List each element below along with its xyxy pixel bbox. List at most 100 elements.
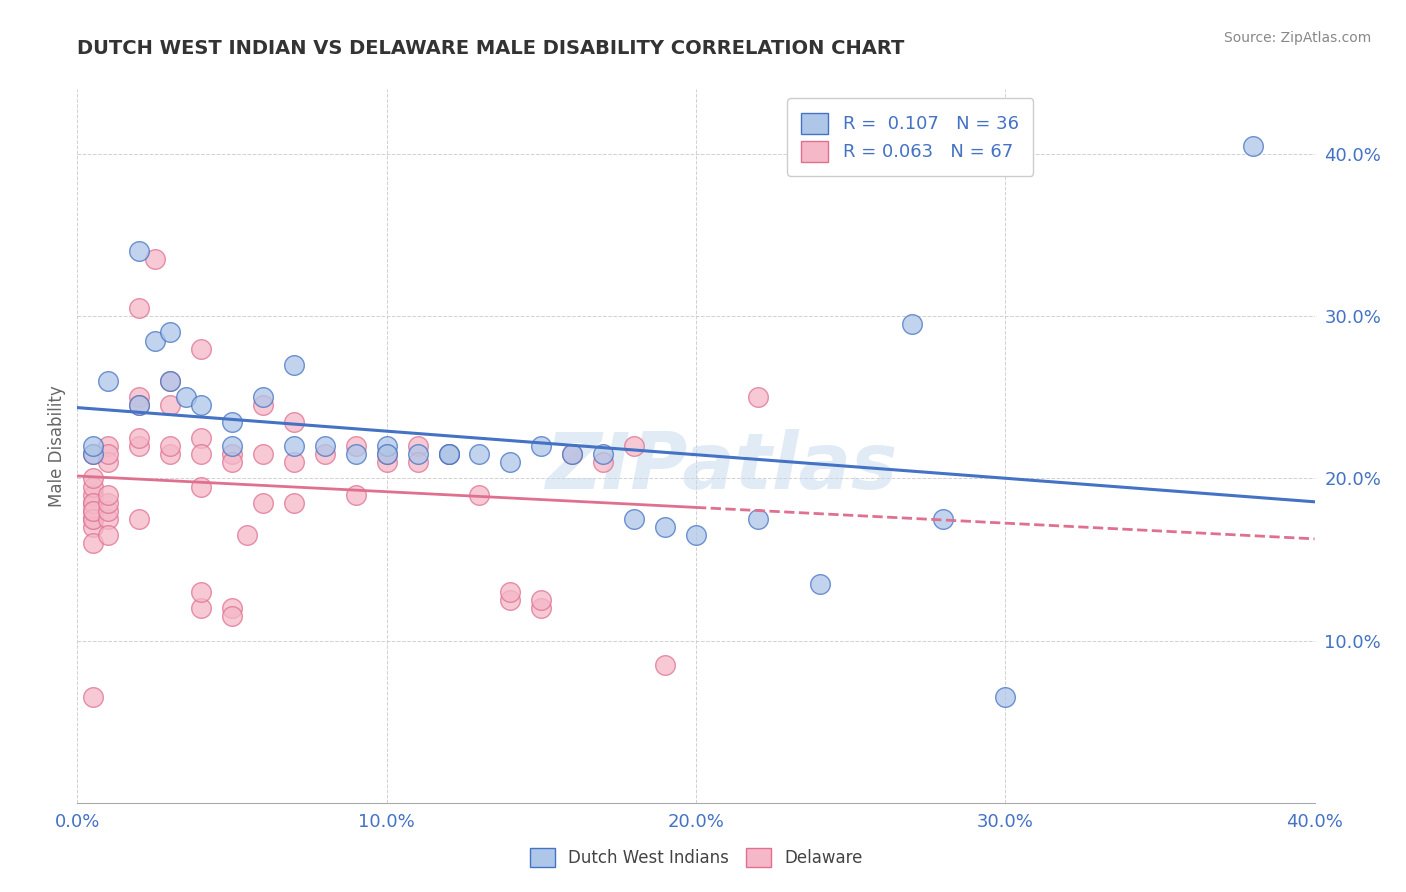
Point: [530, 439, 553, 453]
Point: [82, 536, 104, 550]
Point: [190, 399, 212, 413]
Point: [283, 415, 305, 429]
Point: [530, 601, 553, 615]
Point: [437, 447, 460, 461]
Point: [82, 496, 104, 510]
Point: [283, 496, 305, 510]
Point: [143, 252, 166, 267]
Point: [283, 439, 305, 453]
Point: [128, 244, 150, 259]
Point: [406, 447, 429, 461]
Point: [221, 609, 243, 624]
Point: [159, 439, 181, 453]
Point: [190, 479, 212, 493]
Point: [82, 512, 104, 526]
Point: [128, 439, 150, 453]
Point: [97, 374, 120, 388]
Point: [190, 431, 212, 445]
Point: [375, 455, 398, 469]
Point: [97, 504, 120, 518]
Point: [97, 496, 120, 510]
Point: [252, 399, 274, 413]
Point: [344, 439, 367, 453]
Point: [499, 455, 522, 469]
Text: ZIPatlas: ZIPatlas: [544, 429, 897, 506]
Point: [375, 447, 398, 461]
Point: [901, 318, 924, 332]
Point: [82, 504, 104, 518]
Point: [932, 512, 955, 526]
Text: Source: ZipAtlas.com: Source: ZipAtlas.com: [1223, 31, 1371, 45]
Point: [406, 455, 429, 469]
Point: [437, 447, 460, 461]
Point: [97, 488, 120, 502]
Point: [221, 415, 243, 429]
Point: [221, 455, 243, 469]
Point: [499, 585, 522, 599]
Point: [252, 447, 274, 461]
Point: [97, 439, 120, 453]
Point: [530, 593, 553, 607]
Y-axis label: Male Disability: Male Disability: [48, 385, 66, 507]
Point: [221, 601, 243, 615]
Point: [82, 520, 104, 534]
Point: [82, 488, 104, 502]
Point: [128, 431, 150, 445]
Legend: Dutch West Indians, Delaware: Dutch West Indians, Delaware: [516, 834, 876, 880]
Point: [314, 439, 336, 453]
Point: [221, 439, 243, 453]
Point: [128, 512, 150, 526]
Point: [174, 390, 197, 404]
Point: [97, 528, 120, 542]
Point: [82, 504, 104, 518]
Point: [82, 439, 104, 453]
Point: [808, 577, 831, 591]
Point: [190, 447, 212, 461]
Point: [283, 455, 305, 469]
Point: [468, 488, 491, 502]
Point: [406, 439, 429, 453]
Point: [623, 512, 645, 526]
Text: DUTCH WEST INDIAN VS DELAWARE MALE DISABILITY CORRELATION CHART: DUTCH WEST INDIAN VS DELAWARE MALE DISAB…: [77, 39, 904, 58]
Point: [97, 455, 120, 469]
Point: [159, 399, 181, 413]
Point: [82, 471, 104, 485]
Point: [236, 528, 259, 542]
Point: [128, 390, 150, 404]
Point: [344, 488, 367, 502]
Point: [128, 399, 150, 413]
Point: [190, 342, 212, 356]
Point: [252, 496, 274, 510]
Point: [97, 447, 120, 461]
Point: [561, 447, 583, 461]
Point: [375, 439, 398, 453]
Point: [375, 447, 398, 461]
Point: [128, 399, 150, 413]
Point: [97, 512, 120, 526]
Point: [82, 479, 104, 493]
Point: [252, 390, 274, 404]
Point: [344, 447, 367, 461]
Point: [468, 447, 491, 461]
Point: [82, 447, 104, 461]
Point: [190, 601, 212, 615]
Point: [190, 585, 212, 599]
Point: [592, 447, 614, 461]
Point: [685, 528, 707, 542]
Point: [221, 447, 243, 461]
Point: [747, 512, 769, 526]
Point: [82, 690, 104, 705]
Point: [159, 374, 181, 388]
Point: [994, 690, 1017, 705]
Point: [82, 512, 104, 526]
Point: [623, 439, 645, 453]
Point: [159, 374, 181, 388]
Point: [499, 593, 522, 607]
Point: [561, 447, 583, 461]
Point: [82, 447, 104, 461]
Point: [128, 301, 150, 315]
Point: [437, 447, 460, 461]
Point: [143, 334, 166, 348]
Point: [82, 496, 104, 510]
Point: [654, 520, 676, 534]
